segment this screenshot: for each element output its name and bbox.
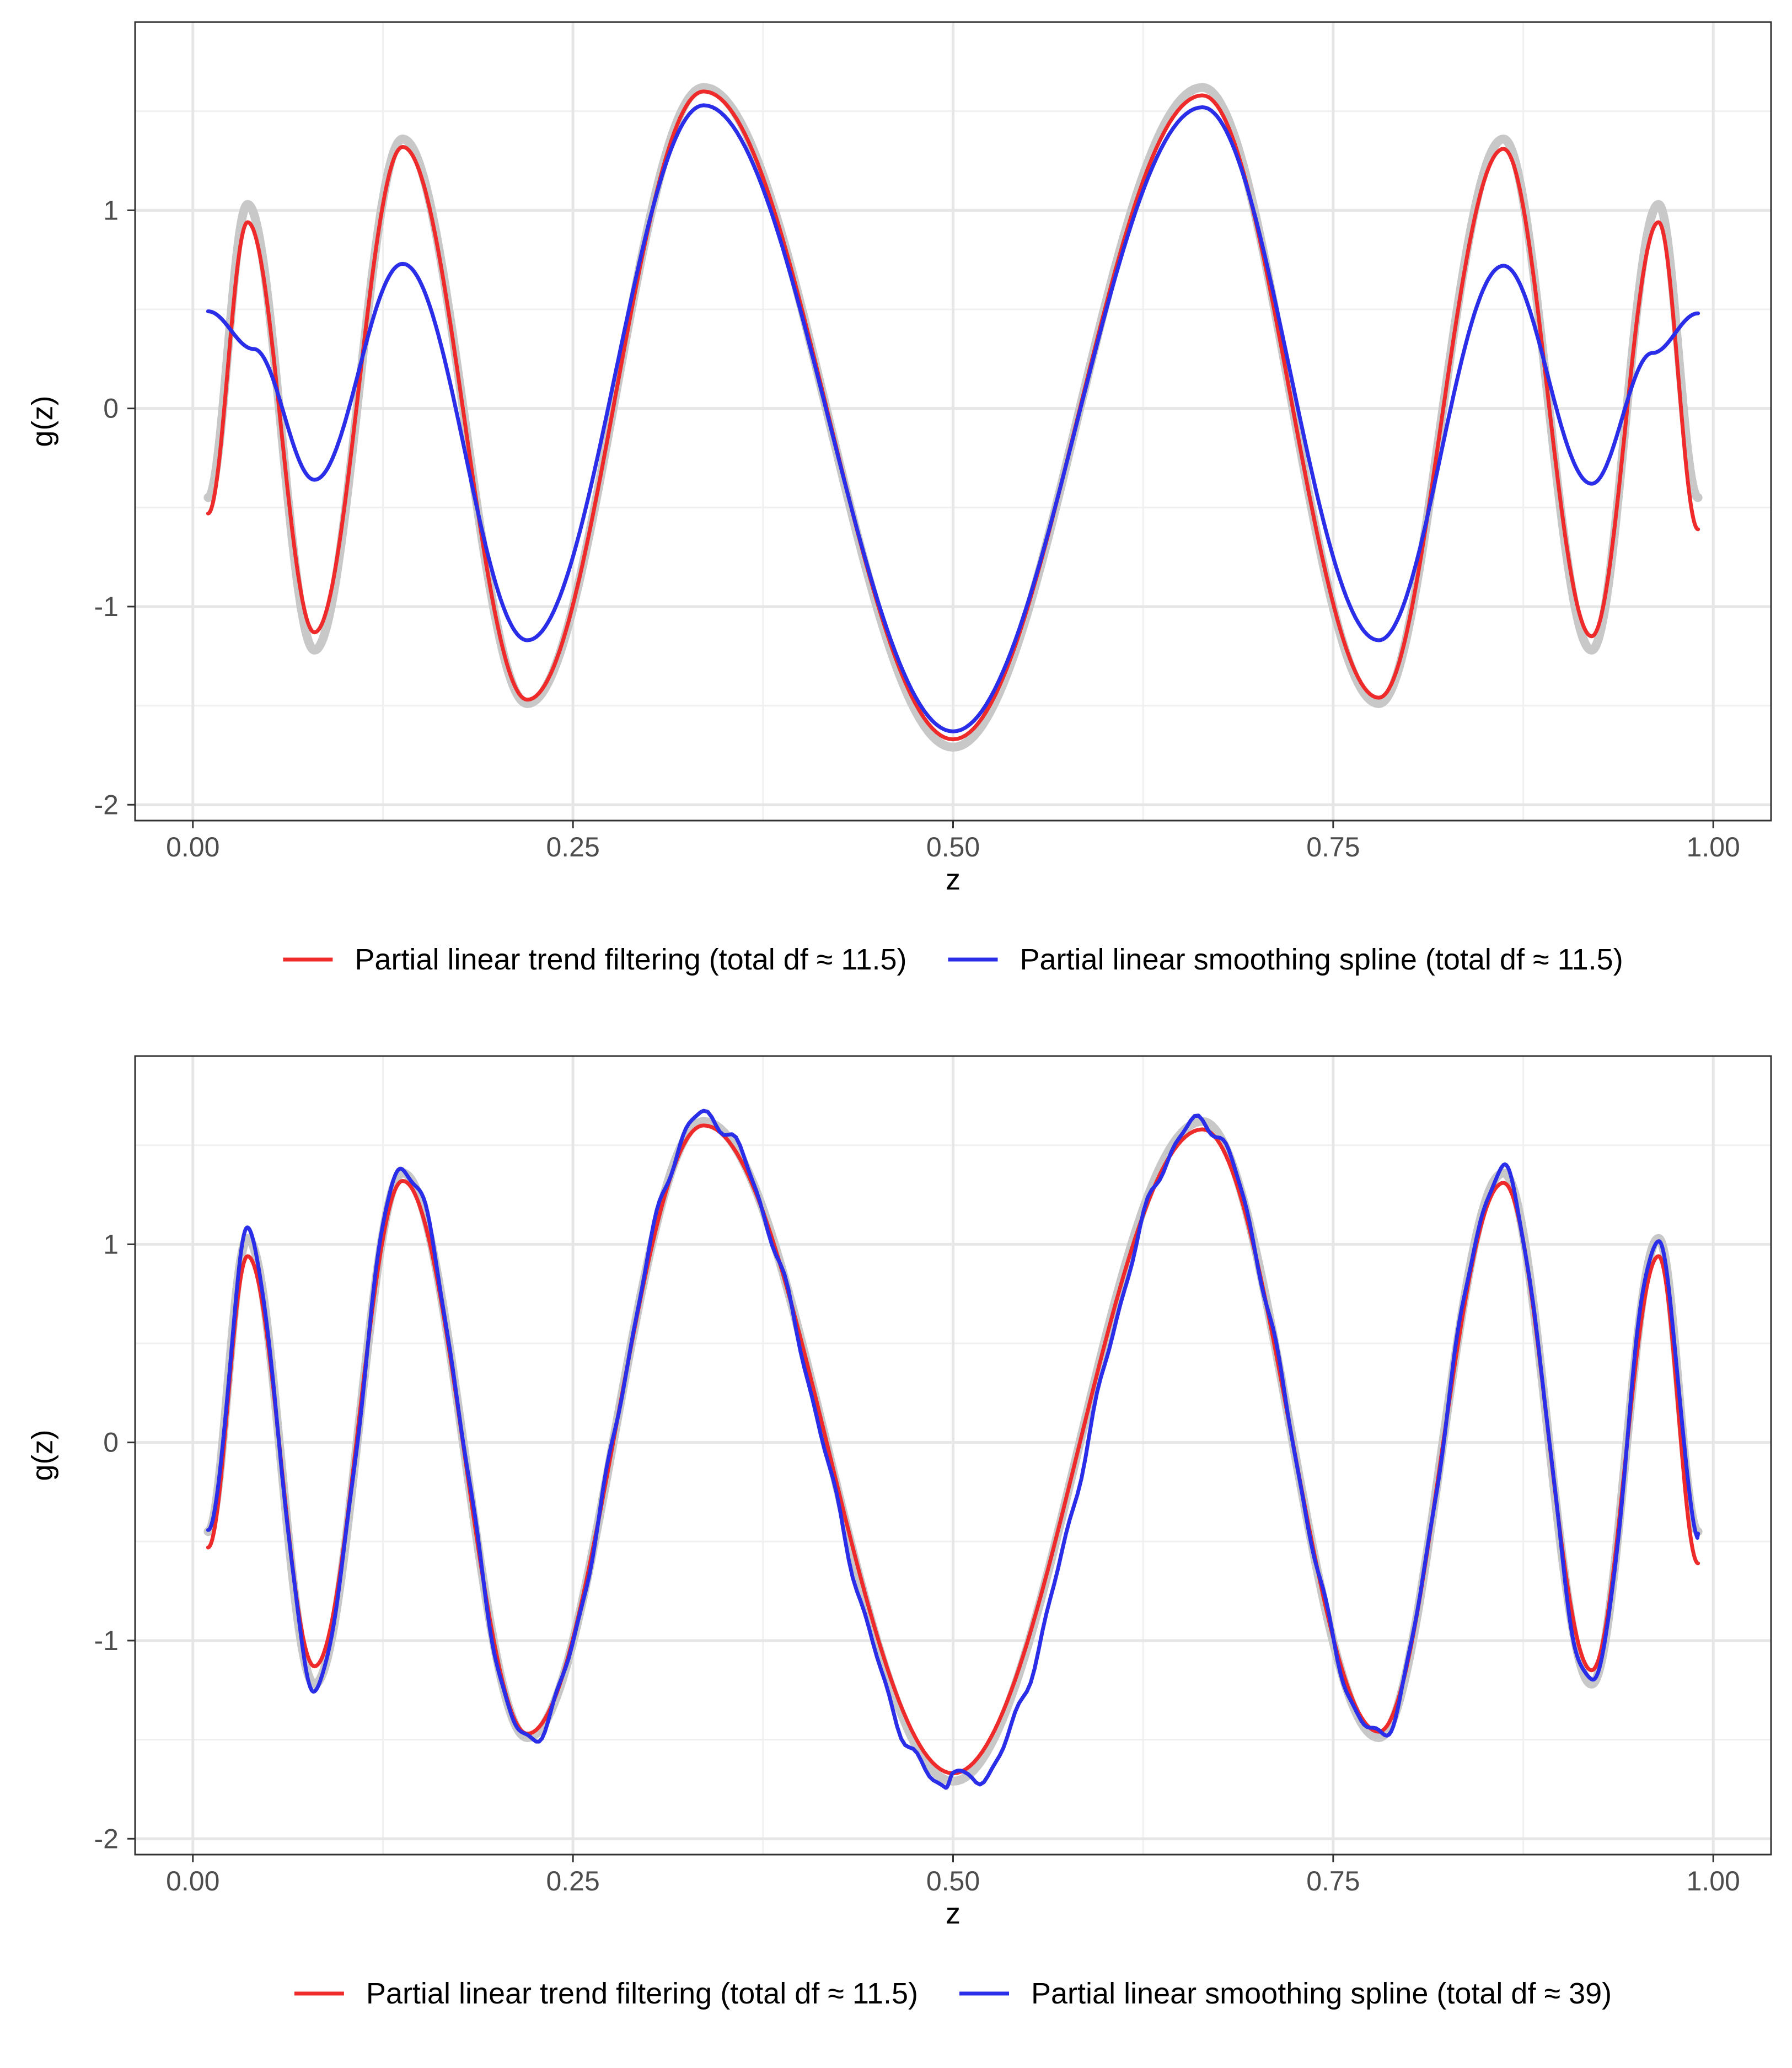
y-axis-title: g(z)	[26, 1430, 59, 1481]
x-tick-label: 0.50	[926, 832, 980, 862]
y-tick-label: -1	[94, 591, 119, 622]
y-tick-label: -2	[94, 789, 119, 820]
y-tick-label: -1	[94, 1625, 119, 1656]
chart-panel-bottom: 0.00 0.25 0.50 0.75 1.00 -2 -1 0 1 z g(z) Partial l…	[0, 1034, 1792, 2068]
x-tick-label: 0.75	[1306, 1866, 1360, 1896]
chart-top: 0.00 0.25 0.50 0.75 1.00 -2 -1 0 1 z g(z) Partial l…	[26, 21, 1772, 976]
x-tick-label: 0.25	[546, 832, 599, 862]
y-tick-label: 1	[103, 195, 119, 226]
y-tick-label: 1	[103, 1229, 119, 1260]
y-tick-label: 0	[103, 393, 119, 424]
x-tick-label: 0.50	[926, 1866, 980, 1896]
x-axis-title: z	[946, 1897, 961, 1930]
legend-item: Partial linear smoothing spline (total d…	[948, 943, 1623, 976]
x-tick-label: 0.25	[546, 1866, 599, 1896]
x-tick-label: 0.00	[166, 1866, 219, 1896]
legend-label: Partial linear smoothing spline (total d…	[1020, 943, 1623, 976]
series-line-true-function	[203, 83, 1703, 752]
legend: Partial linear trend filtering (total df…	[294, 1977, 1612, 2010]
legend-item: Partial linear trend filtering (total df…	[283, 943, 907, 976]
y-tick-label: -2	[94, 1823, 119, 1854]
legend-label: Partial linear trend filtering (total df…	[366, 1977, 918, 2010]
series-line-1	[206, 89, 1700, 742]
y-axis-title: g(z)	[26, 396, 59, 447]
x-tick-label: 1.00	[1687, 1866, 1740, 1896]
x-tick-label: 0.00	[166, 832, 219, 862]
legend-item: Partial linear smoothing spline (total d…	[959, 1977, 1612, 2010]
legend-label: Partial linear trend filtering (total df…	[355, 943, 906, 976]
x-axis-title: z	[946, 863, 961, 896]
series-line-true-function	[203, 1117, 1703, 1786]
series-line-2	[206, 103, 1700, 733]
legend-label: Partial linear smoothing spline (total d…	[1031, 1977, 1612, 2010]
chart-bottom: 0.00 0.25 0.50 0.75 1.00 -2 -1 0 1 z g(z) Partial l…	[26, 1055, 1772, 2010]
series-line-2	[206, 1108, 1700, 1790]
y-tick-label: 0	[103, 1427, 119, 1458]
legend: Partial linear trend filtering (total df…	[283, 943, 1623, 976]
legend-item: Partial linear trend filtering (total df…	[294, 1977, 918, 2010]
x-tick-label: 1.00	[1687, 832, 1740, 862]
x-tick-label: 0.75	[1306, 832, 1360, 862]
chart-panel-top: 0.00 0.25 0.50 0.75 1.00 -2 -1 0 1 z g(z) Partial l…	[26, 21, 1772, 976]
